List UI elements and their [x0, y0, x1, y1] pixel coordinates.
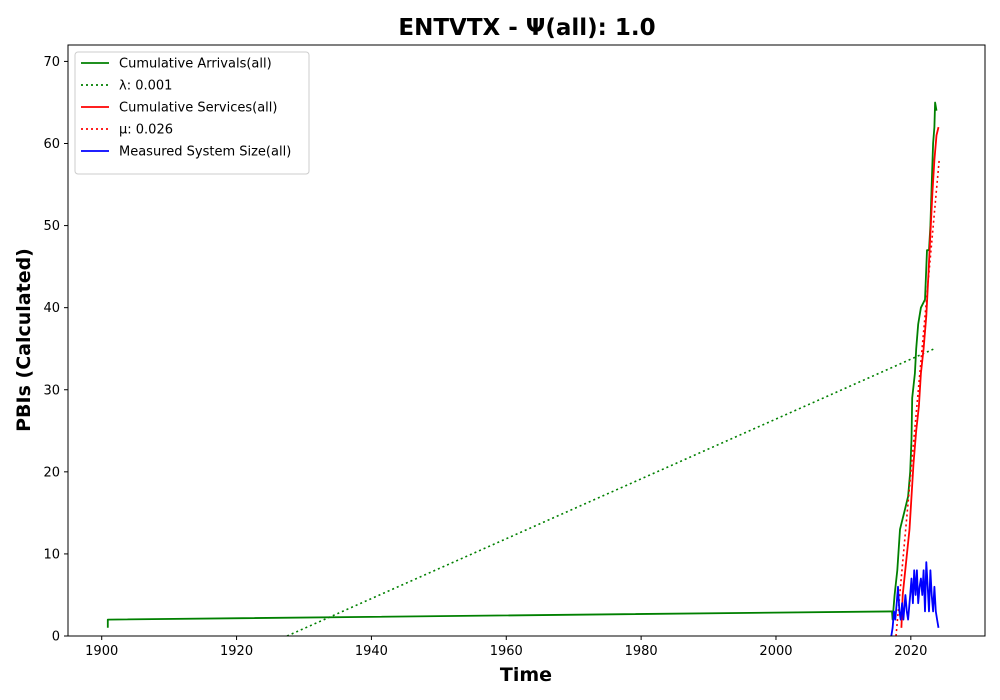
series-line-1: [106, 101, 938, 628]
x-tick-label: 1960: [490, 644, 523, 659]
x-tick-label: 1940: [355, 644, 388, 659]
legend-entry-label: μ: 0.026: [119, 123, 173, 138]
x-tick-label: 1920: [220, 644, 253, 659]
x-axis-label: Time: [500, 664, 552, 686]
y-tick-label: 20: [43, 465, 60, 480]
legend-entry-label: Cumulative Services(all): [119, 101, 277, 116]
plot-area: [106, 101, 940, 636]
y-tick-label: 60: [43, 137, 60, 152]
x-tick-label: 2000: [759, 644, 792, 659]
legend: Cumulative Arrivals(all) λ: 0.001 Cumulati…: [74, 51, 310, 175]
legend-entry-label: Measured System Size(all): [119, 145, 291, 160]
y-tick-label: 50: [43, 219, 60, 234]
series-line-5: [890, 561, 940, 636]
series-line-4: [895, 159, 940, 636]
y-axis: 0 10 20 30 40 50 60 70: [43, 55, 68, 645]
series-line-2: [286, 347, 935, 636]
legend-entry-label: λ: 0.001: [119, 79, 172, 94]
x-axis: 1900 1920 1940 1960 1980 2000 2020: [85, 636, 927, 659]
legend-entry-label: Cumulative Arrivals(all): [119, 57, 272, 72]
y-tick-label: 70: [43, 55, 60, 70]
chart-title: ENTVTX - Ψ(all): 1.0: [398, 15, 655, 41]
plot-frame: [67, 44, 986, 637]
x-tick-label: 2020: [894, 644, 927, 659]
y-tick-label: 0: [52, 630, 60, 645]
series-line-3: [900, 126, 940, 628]
x-tick-label: 1900: [85, 644, 118, 659]
legend-box: [74, 51, 310, 175]
y-axis-label: PBIs (Calculated): [13, 248, 35, 432]
y-tick-label: 10: [43, 547, 60, 562]
x-tick-label: 1980: [625, 644, 658, 659]
y-tick-label: 30: [43, 383, 60, 398]
y-tick-label: 40: [43, 301, 60, 316]
